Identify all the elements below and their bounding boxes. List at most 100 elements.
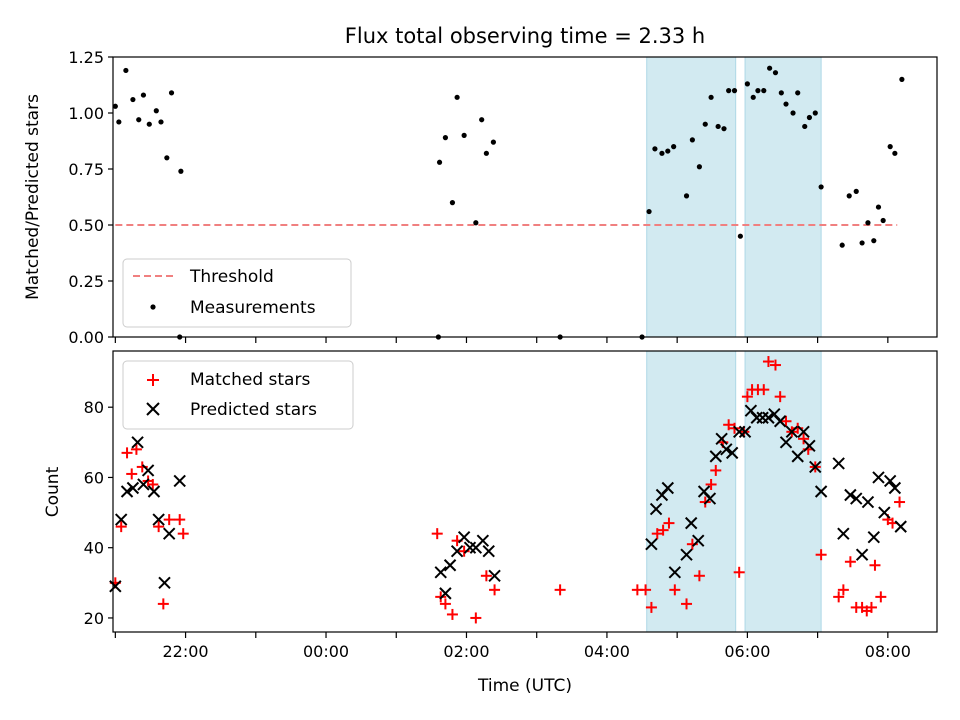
predicted-point-50 (814, 485, 828, 498)
shaded-interval-1 (646, 56, 737, 338)
top-axes-frame (112, 56, 938, 338)
matched-point-34 (705, 478, 717, 490)
predicted-point-7 (147, 485, 161, 498)
matched-point-29 (669, 584, 681, 596)
predicted-point-23 (649, 502, 663, 516)
legend-predicted-label: Predicted stars (190, 400, 317, 420)
matched-point-2 (121, 447, 133, 459)
measurement-point-19 (473, 220, 479, 226)
predicted-point-54 (850, 492, 863, 505)
legend-measurements-swatch (150, 304, 156, 310)
measurement-point-29 (671, 144, 677, 150)
predicted-point-37 (738, 425, 752, 438)
x-tick-label-5: 08:00 (865, 642, 911, 661)
x-tick-label-4: 06:00 (724, 642, 770, 661)
measurement-point-20 (479, 117, 485, 123)
predicted-point-44 (779, 436, 793, 449)
bottom-y-tick-label-1: 40 (84, 539, 104, 558)
matched-point-57 (844, 556, 856, 568)
measurement-point-15 (442, 135, 449, 141)
matched-point-32 (693, 570, 705, 582)
matched-point-7 (147, 478, 159, 490)
top-axis-ticks: 0.00 0.25 0.50 0.75 1.00 1.25 (68, 48, 889, 347)
predicted-point-34 (720, 443, 733, 456)
bottom-axis-ticks: 20 40 60 80 22:00 00:00 02:00 04:00 06:00 08:00 (84, 398, 911, 661)
matched-point-13 (431, 528, 443, 540)
measurement-point-59 (871, 238, 877, 244)
matched-point-35 (710, 464, 722, 476)
matched-point-28 (663, 517, 675, 529)
measurement-point-53 (818, 184, 824, 190)
measurement-point-38 (731, 88, 738, 94)
predicted-point-14 (443, 559, 457, 572)
top-shaded-intervals (646, 56, 822, 338)
bottom-legend: Matched stars Predicted stars (122, 360, 354, 430)
measurement-point-17 (454, 94, 460, 100)
matched-point-19 (470, 612, 482, 624)
matched-point-9 (157, 598, 169, 610)
measurement-point-40 (744, 81, 750, 87)
matched-point-3 (126, 468, 138, 480)
predicted-point-2 (120, 485, 134, 498)
measurement-point-34 (708, 94, 714, 100)
shaded-interval-2 (744, 350, 822, 633)
measurement-point-62 (887, 144, 893, 150)
predicted-point-57 (867, 530, 881, 544)
measurement-point-41 (750, 94, 756, 100)
measurement-point-4 (136, 117, 142, 123)
matched-point-55 (833, 591, 845, 603)
matched-point-41 (741, 391, 753, 403)
top-y-tick-label-0: 0.00 (68, 328, 104, 347)
predicted-point-13 (439, 587, 452, 600)
top-plot-data (112, 65, 905, 340)
measurement-point-32 (696, 164, 702, 170)
matched-point-61 (865, 601, 877, 613)
measurement-point-42 (755, 88, 761, 94)
predicted-point-41 (762, 411, 775, 424)
predicted-point-19 (476, 534, 490, 547)
measurement-point-22 (490, 139, 496, 145)
predicted-point-45 (785, 425, 799, 438)
measurement-point-6 (146, 121, 152, 127)
matched-point-62 (869, 559, 881, 571)
measurement-point-7 (153, 108, 159, 114)
matched-point-16 (446, 608, 458, 620)
predicted-point-27 (680, 548, 693, 561)
matched-point-4 (130, 443, 142, 455)
bottom-y-tick-label-3: 80 (84, 398, 104, 417)
matched-point-22 (554, 584, 566, 596)
predicted-point-3 (126, 481, 140, 495)
predicted-point-11 (173, 474, 186, 488)
measurement-point-37 (726, 88, 732, 94)
chart-title: Flux total observing time = 2.33 h (345, 24, 705, 48)
top-y-tick-label-3: 0.75 (68, 160, 104, 179)
measurement-point-55 (846, 193, 852, 199)
measurement-point-30 (683, 193, 690, 199)
matched-point-48 (780, 415, 792, 427)
predicted-point-21 (488, 569, 501, 583)
measurement-point-31 (689, 137, 695, 143)
measurement-point-63 (892, 150, 898, 156)
matched-point-1 (115, 521, 127, 533)
measurement-point-52 (812, 110, 818, 116)
measurement-point-14 (436, 159, 443, 165)
predicted-point-28 (684, 516, 698, 530)
bottom-y-tick-label-2: 60 (84, 468, 104, 487)
x-tick-label-1: 00:00 (303, 642, 349, 661)
x-tick-label-0: 22:00 (163, 642, 209, 661)
measurement-point-18 (461, 132, 467, 138)
matched-point-11 (174, 514, 186, 526)
measurement-point-16 (449, 200, 456, 206)
top-y-axis-label: Matched/Predicted stars (23, 94, 43, 300)
measurement-point-26 (652, 146, 658, 152)
predicted-point-22 (645, 537, 658, 551)
measurement-point-33 (702, 121, 708, 127)
measurement-point-64 (899, 76, 905, 82)
matched-point-54 (815, 549, 827, 561)
measurement-point-10 (168, 90, 175, 96)
matched-point-21 (489, 584, 501, 596)
predicted-point-51 (832, 457, 845, 470)
matched-point-46 (769, 359, 781, 371)
predicted-point-53 (844, 488, 857, 502)
predicted-point-35 (725, 446, 739, 460)
